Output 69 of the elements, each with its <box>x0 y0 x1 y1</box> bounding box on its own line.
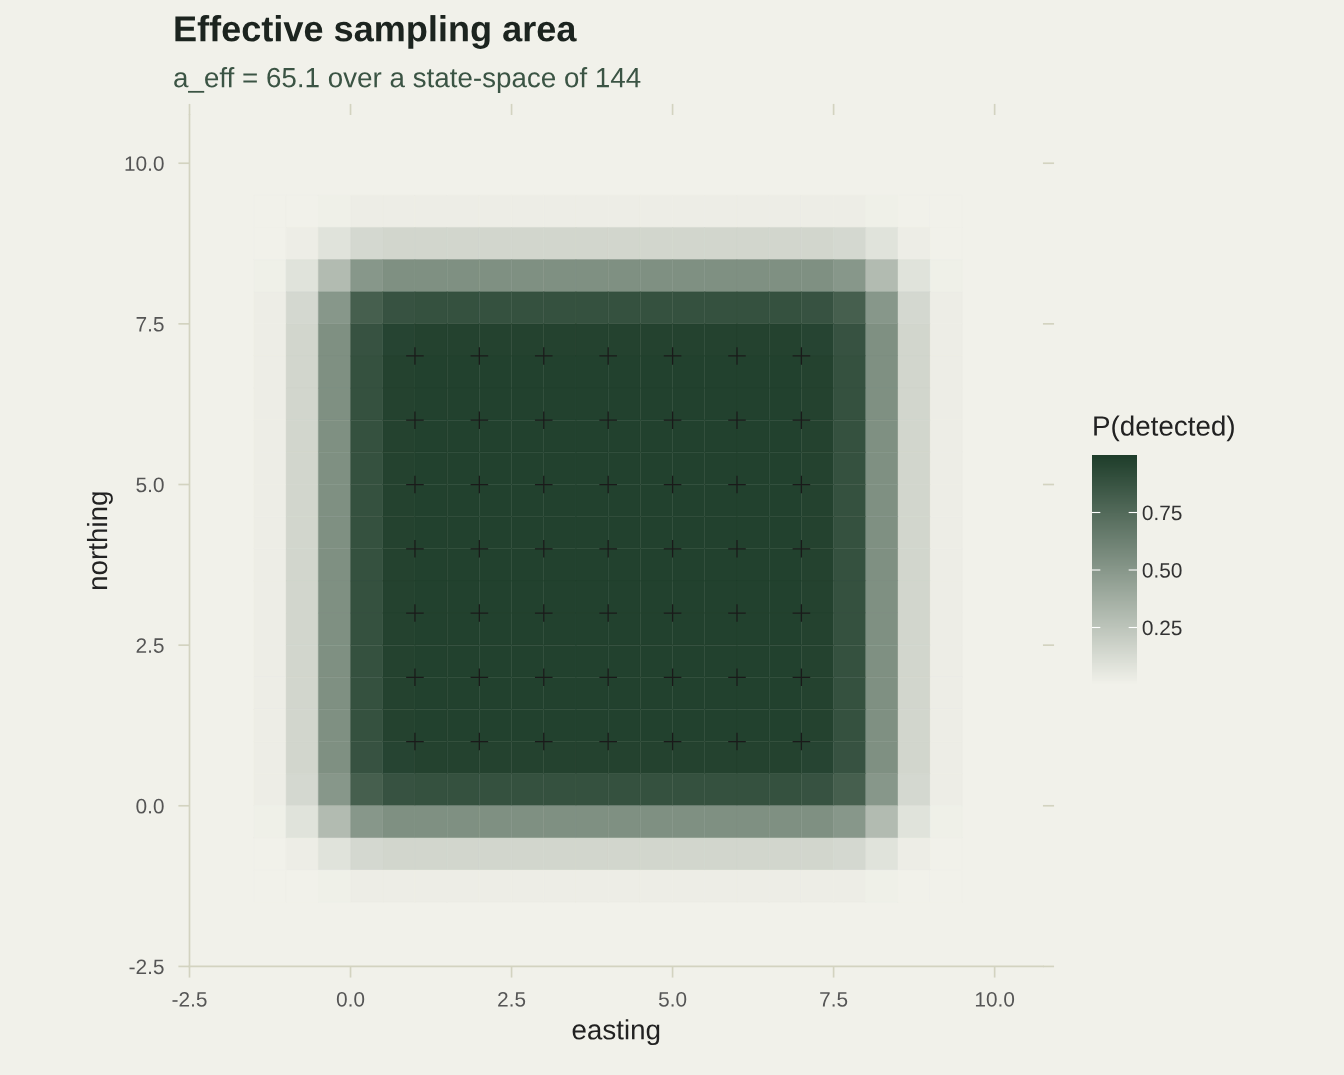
y-tick-label: 2.5 <box>136 638 164 653</box>
chart-subtitle: a_eff = 65.1 over a state-space of 144 <box>174 67 641 93</box>
point <box>534 667 554 687</box>
point <box>469 346 489 366</box>
point <box>791 346 811 366</box>
color-bar-label: 0.75 <box>1142 505 1182 521</box>
point <box>727 475 747 494</box>
point <box>663 475 682 494</box>
point <box>663 667 682 687</box>
color-bar-label: 0.50 <box>1142 563 1182 578</box>
point <box>727 539 747 559</box>
point <box>534 346 554 366</box>
y-axis-title: northing <box>86 492 113 590</box>
point <box>469 603 489 623</box>
x-tick-label: 0.0 <box>336 991 365 1007</box>
point <box>727 410 747 430</box>
x-tick-label: 5.0 <box>658 991 687 1007</box>
point <box>534 539 554 559</box>
point <box>727 667 747 687</box>
point <box>663 539 682 559</box>
point <box>469 732 489 751</box>
point <box>791 667 811 687</box>
point <box>598 603 618 623</box>
y-tick-label: 0.0 <box>136 798 164 814</box>
point <box>405 667 425 687</box>
point <box>405 475 425 494</box>
point <box>598 410 618 430</box>
point <box>405 539 425 559</box>
point <box>727 603 747 623</box>
x-tick-label: 2.5 <box>498 991 526 1007</box>
point <box>791 539 811 559</box>
point <box>534 732 554 751</box>
point <box>469 539 489 559</box>
point <box>469 475 489 494</box>
point <box>598 475 618 494</box>
x-tick-label: -2.5 <box>172 991 207 1007</box>
x-tick-label: 10.0 <box>975 991 1015 1007</box>
point <box>791 475 811 494</box>
point <box>791 603 811 623</box>
point <box>663 410 682 430</box>
x-tick-label: 7.5 <box>820 992 848 1007</box>
point <box>791 732 811 751</box>
point <box>534 410 554 430</box>
x-axis-title: easting <box>572 1019 660 1046</box>
point <box>405 732 425 751</box>
point <box>405 603 425 623</box>
point <box>405 346 425 366</box>
point <box>598 346 618 366</box>
y-tick-label: 5.0 <box>136 477 164 493</box>
point <box>469 410 489 430</box>
point <box>534 475 554 494</box>
point <box>598 667 618 687</box>
point <box>405 410 425 430</box>
point <box>469 667 489 687</box>
y-tick-label: 7.5 <box>136 317 164 332</box>
color-bar-label: 0.25 <box>1142 620 1182 636</box>
y-tick-label: 10.0 <box>125 156 164 171</box>
point <box>534 603 554 623</box>
point <box>598 732 618 751</box>
point <box>791 410 811 430</box>
point <box>727 732 747 751</box>
point <box>663 732 682 751</box>
point <box>727 346 747 366</box>
y-tick-label: -2.5 <box>129 959 164 975</box>
chart-title: Effective sampling area <box>175 15 577 49</box>
color-bar-title: P(detected) <box>1094 415 1234 442</box>
point <box>663 603 682 623</box>
point <box>663 346 682 366</box>
point <box>598 539 618 559</box>
